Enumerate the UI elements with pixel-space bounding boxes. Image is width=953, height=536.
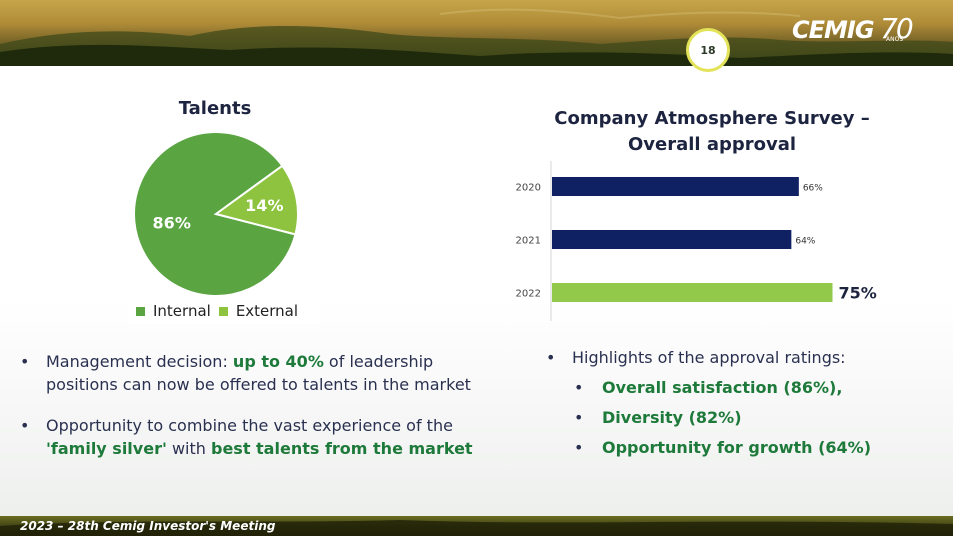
sub-bullet-diversity: • Diversity (82%) bbox=[574, 406, 926, 429]
bullet-highlights-heading: • Highlights of the approval ratings: bbox=[546, 346, 926, 369]
cemig-logo: CEMIG 70 ANOS bbox=[792, 12, 914, 45]
bullet-text: Highlights of the approval ratings: bbox=[572, 348, 846, 367]
footer-banner: 2023 – 28th Cemig Investor's Meeting bbox=[0, 516, 953, 536]
pie-slice-external bbox=[213, 164, 299, 236]
legend-swatch-external bbox=[218, 306, 228, 316]
footer-landscape-image bbox=[0, 520, 953, 536]
bullet-dot: • bbox=[574, 408, 584, 427]
legend-swatch-internal bbox=[136, 306, 145, 316]
left-bullet-list: • Management decision: up to 40% of lead… bbox=[20, 350, 500, 460]
bullet-highlight: Diversity (82%) bbox=[602, 408, 742, 427]
legend-item-external: External bbox=[218, 302, 299, 320]
legend-label-external: External bbox=[235, 302, 299, 320]
pie-label-internal: 86% bbox=[153, 213, 191, 232]
bar-2022 bbox=[552, 283, 833, 302]
bullet-highlight: Overall satisfaction (86%), bbox=[602, 378, 843, 397]
bullet-highlight: best talents from the market bbox=[210, 439, 473, 458]
bar-chart-title: Company Atmosphere Survey – Overall appr… bbox=[540, 106, 884, 158]
bullet-dot: • bbox=[20, 416, 30, 435]
bullet-highlight: Opportunity for growth (64%) bbox=[602, 438, 872, 457]
bullet-dot: • bbox=[574, 378, 584, 397]
bar-category-label-2021: 2021 bbox=[516, 236, 541, 247]
pie-chart: 86% 14% bbox=[133, 131, 299, 297]
bar-chart-title-line-1: Company Atmosphere Survey – bbox=[554, 108, 870, 129]
bullet-dot: • bbox=[20, 352, 30, 371]
bullet-dot: • bbox=[546, 348, 556, 367]
bar-category-label-2022: 2022 bbox=[516, 289, 541, 300]
sub-bullet-growth: • Opportunity for growth (64%) bbox=[574, 436, 926, 459]
bar-value-label-2021: 64% bbox=[795, 237, 815, 247]
bullet-opportunity: • Opportunity to combine the vast experi… bbox=[20, 414, 500, 460]
bullet-text: of leadership positions can now be offer… bbox=[46, 352, 471, 394]
header-banner: CEMIG 70 ANOS bbox=[0, 0, 953, 66]
footer-text: 2023 – 28th Cemig Investor's Meeting bbox=[20, 519, 276, 533]
bar-2021 bbox=[552, 230, 792, 249]
bar-value-label-2020: 66% bbox=[803, 184, 823, 194]
legend-label-internal: Internal bbox=[153, 302, 211, 320]
bar-chart-title-line-2: Overall approval bbox=[627, 134, 797, 155]
bar-2020 bbox=[552, 177, 799, 196]
bullet-text: Opportunity to combine the vast experien… bbox=[46, 416, 453, 435]
sub-bullet-overall-satisfaction: • Overall satisfaction (86%), bbox=[574, 376, 926, 399]
bullet-dot: • bbox=[574, 438, 584, 457]
bar-category-label-2020: 2020 bbox=[516, 183, 541, 194]
bar-chart: 2020 66% 2021 64% 2022 75% bbox=[516, 161, 877, 321]
bullet-management-decision: • Management decision: up to 40% of lead… bbox=[20, 350, 500, 396]
right-bullet-list: • Highlights of the approval ratings: • … bbox=[546, 346, 926, 459]
bullet-text: Management decision: bbox=[46, 352, 233, 371]
pie-label-external: 14% bbox=[245, 196, 283, 215]
page-number: 18 bbox=[686, 28, 730, 72]
bullet-text: with bbox=[166, 439, 211, 458]
legend-item-internal: Internal bbox=[136, 302, 211, 320]
pie-chart-title: Talents bbox=[178, 98, 252, 119]
bullet-highlight: 'family silver' bbox=[46, 439, 167, 458]
bullet-highlight: up to 40% bbox=[232, 352, 324, 371]
pie-legend: Internal External bbox=[128, 298, 320, 324]
bar-value-label-2022: 75% bbox=[839, 284, 877, 303]
